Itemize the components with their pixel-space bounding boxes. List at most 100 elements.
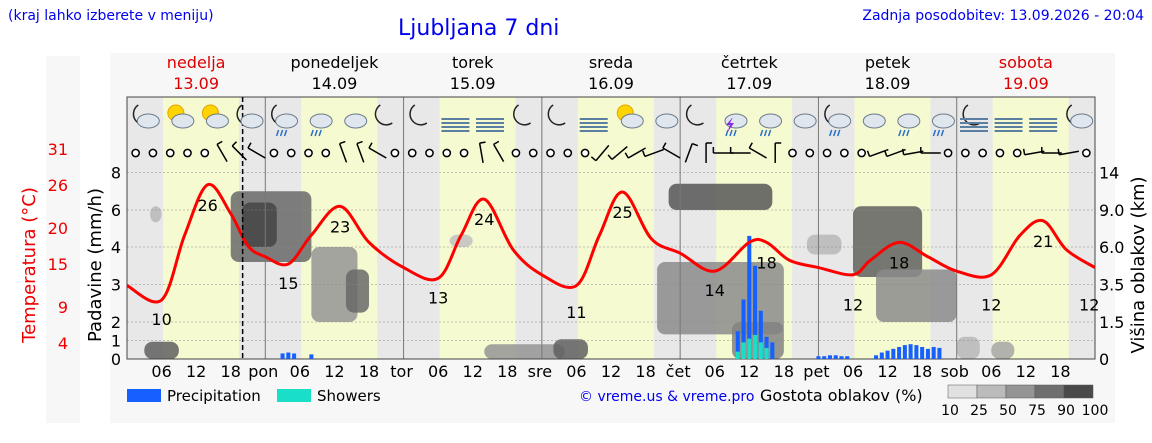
precip-bar	[309, 354, 314, 359]
wind-barb-staff	[247, 147, 266, 159]
precip-bar	[833, 355, 838, 359]
rain-drops-icon	[837, 129, 841, 137]
precip-tick-label: 4	[111, 238, 121, 257]
calm-wind-circle	[943, 148, 953, 158]
temperature-label: 25	[612, 203, 632, 222]
cloud-icon	[240, 113, 264, 129]
weather-icon-moon-cloud	[1066, 104, 1094, 129]
x-day-abbr: čet	[666, 362, 691, 381]
cloud-icon	[136, 113, 160, 129]
precip-tick-label: 2	[111, 313, 121, 332]
weather-icon-cloud-rain	[931, 113, 955, 137]
x-tick-label: 12	[463, 362, 483, 381]
temp-tick-label: 9	[58, 298, 68, 317]
rain-drops-icon	[733, 129, 737, 137]
x-tick-label: 06	[428, 362, 448, 381]
showers-bar	[735, 351, 740, 359]
precip-bar	[891, 348, 896, 359]
wind-barb-staff	[644, 148, 664, 158]
calm-wind-circle	[304, 148, 313, 158]
calm-wind-circle	[840, 148, 849, 158]
cloud-icon	[205, 113, 229, 129]
cloud-density-block	[150, 206, 162, 223]
weather-icon-sun-cloud	[167, 104, 195, 129]
wind-barb-flag	[748, 142, 753, 149]
menu-hint[interactable]: (kraj lahko izberete v meniju)	[8, 8, 214, 24]
precip-bar	[937, 347, 942, 359]
calm-wind-circle	[978, 148, 987, 158]
x-tick-label: 06	[981, 362, 1001, 381]
cloud-icon	[1070, 113, 1094, 129]
calm-wind-circle	[148, 148, 158, 158]
cloud-height-tick-label: 6.0	[1099, 238, 1124, 257]
wind-barb-flag	[339, 140, 346, 145]
cloud-icon	[724, 113, 748, 129]
wind-barb-flag	[884, 150, 888, 157]
temperature-label: 12	[981, 296, 1001, 315]
rain-drops-icon	[906, 129, 910, 137]
showers-bar	[753, 334, 758, 359]
weather-icon-moon	[547, 104, 566, 126]
credit-link[interactable]: © vreme.us & vreme.pro	[579, 389, 754, 405]
weather-icon-sun-cloud	[616, 104, 644, 129]
precip-tick-label: 8	[111, 164, 121, 183]
rain-drops-icon	[275, 129, 280, 137]
wind-barb-staff	[368, 147, 387, 159]
weather-icon-moon-fog	[960, 104, 988, 132]
temperature-label: 15	[278, 274, 298, 293]
x-day-abbr: sre	[528, 362, 552, 381]
cloud-icon	[931, 113, 955, 129]
rain-drops-icon	[833, 129, 837, 137]
temperature-label: 11	[566, 303, 586, 322]
weather-icon-cloud	[862, 113, 886, 129]
calm-wind-circle	[407, 148, 417, 158]
day-name: torek	[452, 53, 494, 72]
precip-bar	[747, 235, 752, 359]
cloud-icon	[828, 113, 852, 129]
rain-drops-icon	[729, 129, 733, 137]
day-shade	[577, 97, 654, 359]
weather-icon-sun-cloud	[201, 104, 229, 129]
rain-drops-icon	[763, 129, 768, 137]
cloud-icon	[793, 113, 817, 129]
cloud-height-tick-label: 1.5	[1099, 313, 1124, 332]
calm-wind-circle	[165, 148, 175, 158]
showers-bar	[741, 342, 746, 359]
day-name: petek	[865, 53, 911, 72]
x-tick-label: 12	[186, 362, 206, 381]
precip-tick-label: 6	[111, 201, 121, 220]
rain-drops-icon	[898, 129, 902, 137]
wind-barb-staff	[662, 147, 681, 159]
wind-barb-staff	[492, 143, 505, 163]
weather-icon-moon	[374, 104, 393, 126]
x-tick-label: 06	[151, 362, 171, 381]
day-name: nedelja	[167, 53, 226, 72]
cloud-density-level-label: 10	[941, 403, 959, 419]
x-day-abbr: sob	[941, 362, 969, 381]
calm-wind-circle	[563, 148, 573, 158]
x-tick-label: 18	[497, 362, 517, 381]
day-date: 16.09	[588, 74, 634, 93]
temperature-line	[126, 183, 1096, 304]
weather-icon-moon	[409, 104, 428, 126]
wind-barb-staff	[356, 143, 365, 163]
weather-icon-fog	[476, 118, 504, 132]
precip-bar	[920, 346, 925, 359]
wind-barb-flag	[607, 154, 613, 160]
rain-drops-icon	[279, 129, 284, 137]
temperature-label: 18	[889, 253, 909, 272]
weather-icon-moon-cloud	[132, 104, 160, 129]
temp-tick-label: 31	[48, 140, 68, 159]
weather-icon-moon-cloud-rain	[824, 104, 852, 137]
wind-barb-staff	[684, 143, 693, 163]
rain-drops-icon	[932, 129, 937, 137]
weather-icon-cloud	[793, 113, 817, 129]
x-tick-label: 12	[1016, 362, 1036, 381]
weather-icon-fog	[579, 118, 608, 132]
cloud-density-level-label: 25	[970, 403, 988, 419]
rain-drops-icon	[310, 129, 314, 137]
cloud-density-block	[956, 336, 980, 359]
day-date: 17.09	[726, 74, 772, 93]
cloud-icon	[759, 113, 783, 129]
rain-drops-icon	[936, 129, 941, 137]
